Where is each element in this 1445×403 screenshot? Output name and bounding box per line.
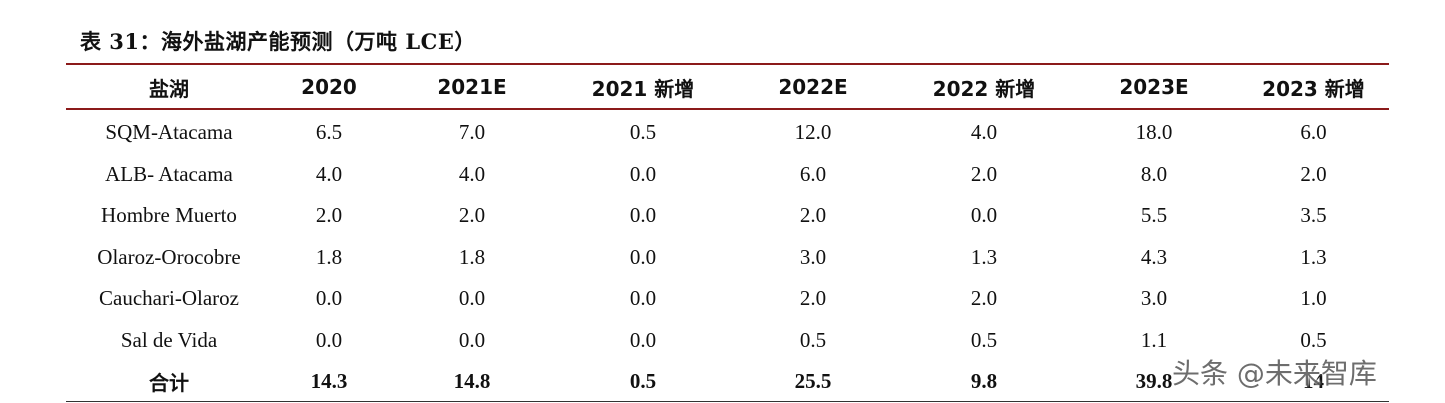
- table-cell: 4.0: [315, 161, 343, 186]
- table-cell: 0.0: [458, 286, 486, 311]
- total-row: 合计 14.3 14.8 0.5 25.5 9.8 39.8 14: [66, 361, 1389, 403]
- table-cell: 0.0: [970, 203, 998, 228]
- capacity-table: 盐湖 2020 2021E 2021 新增 2022E 2022 新增 2023…: [66, 66, 1389, 403]
- table-cell: 9.8: [970, 369, 998, 394]
- table-cell: 1.1: [1140, 327, 1168, 352]
- column-header: 2023E: [1119, 75, 1189, 99]
- table-cell: 4.0: [458, 161, 486, 186]
- table-cell: 1.8: [458, 244, 486, 269]
- table-cell: 2.0: [970, 161, 998, 186]
- table-cell: 14: [1303, 369, 1324, 394]
- row-label: Hombre Muerto: [101, 203, 237, 228]
- table-row: Hombre Muerto 2.0 2.0 0.0 2.0 0.0 5.5 3.…: [66, 195, 1389, 237]
- row-label: Olaroz-Orocobre: [97, 244, 241, 269]
- table-cell: 14.3: [310, 369, 348, 394]
- table-cell: 6.5: [315, 120, 343, 145]
- watermark: 头条 @未来智库: [1172, 357, 1377, 390]
- table-cell: 7.0: [458, 120, 486, 145]
- column-header: 2021E: [437, 75, 507, 99]
- table-cell: 0.0: [315, 327, 343, 352]
- table-cell: 4.0: [970, 120, 998, 145]
- table-cell: 2.0: [799, 286, 827, 311]
- column-header: 2021 新增: [591, 76, 695, 101]
- bottom-rule: [66, 401, 1389, 402]
- column-header: 盐湖: [149, 76, 189, 101]
- row-label: 合计: [149, 371, 189, 396]
- table-cell: 3.0: [1140, 286, 1168, 311]
- table-cell: 18.0: [1135, 120, 1173, 145]
- table-cell: 2.0: [458, 203, 486, 228]
- table-cell: 1.0: [1300, 286, 1327, 311]
- row-label: Sal de Vida: [120, 327, 218, 352]
- table-cell: 1.3: [970, 244, 998, 269]
- table-cell: 0.5: [970, 327, 998, 352]
- table-cell: 5.5: [1140, 203, 1168, 228]
- header-rule: [66, 108, 1389, 110]
- table-cell: 0.0: [629, 327, 657, 352]
- table-cell: 12.0: [794, 120, 832, 145]
- table-row: SQM-Atacama 6.5 7.0 0.5 12.0 4.0 18.0 6.…: [66, 108, 1389, 154]
- table-cell: 0.5: [1300, 327, 1327, 352]
- table-cell: 3.0: [799, 244, 827, 269]
- table-caption: 表 31：海外盐湖产能预测（万吨 LCE）: [80, 29, 476, 54]
- table-cell: 0.0: [629, 244, 657, 269]
- table-row: Sal de Vida 0.0 0.0 0.0 0.5 0.5 1.1 0.5: [66, 320, 1389, 362]
- table-cell: 0.5: [799, 327, 827, 352]
- table-cell: 1.3: [1300, 244, 1327, 269]
- table-row: Olaroz-Orocobre 1.8 1.8 0.0 3.0 1.3 4.3 …: [66, 237, 1389, 279]
- row-label: ALB- Atacama: [105, 161, 233, 186]
- table-cell: 1.8: [315, 244, 343, 269]
- table-cell: 39.8: [1135, 369, 1173, 394]
- table-cell: 14.8: [453, 369, 491, 394]
- table-cell: 0.0: [629, 161, 657, 186]
- row-label: SQM-Atacama: [105, 120, 233, 145]
- table-cell: 2.0: [970, 286, 998, 311]
- column-header: 2022 新增: [932, 76, 1036, 101]
- table-cell: 6.0: [799, 161, 827, 186]
- row-label: Cauchari-Olaroz: [99, 286, 239, 311]
- table-cell: 0.0: [315, 286, 343, 311]
- table-cell: 0.5: [629, 120, 657, 145]
- column-header: 2023 新增: [1262, 76, 1365, 101]
- table-cell: 3.5: [1300, 203, 1327, 228]
- column-header: 2022E: [778, 75, 848, 99]
- table-cell: 6.0: [1300, 120, 1327, 145]
- table-cell: 0.0: [458, 327, 486, 352]
- table-cell: 25.5: [794, 369, 832, 394]
- table-row: Cauchari-Olaroz 0.0 0.0 0.0 2.0 2.0 3.0 …: [66, 278, 1389, 320]
- header-row: 盐湖 2020 2021E 2021 新增 2022E 2022 新增 2023…: [66, 66, 1389, 108]
- table-cell: 0.5: [629, 369, 657, 394]
- table-cell: 2.0: [315, 203, 343, 228]
- table-cell: 2.0: [1300, 161, 1327, 186]
- top-rule: [66, 63, 1389, 65]
- table-cell: 0.0: [629, 203, 657, 228]
- table-cell: 0.0: [629, 286, 657, 311]
- table-cell: 4.3: [1140, 244, 1168, 269]
- column-header: 2020: [301, 75, 357, 99]
- table-cell: 8.0: [1140, 161, 1168, 186]
- table-cell: 2.0: [799, 203, 827, 228]
- table-row: ALB- Atacama 4.0 4.0 0.0 6.0 2.0 8.0 2.0: [66, 154, 1389, 196]
